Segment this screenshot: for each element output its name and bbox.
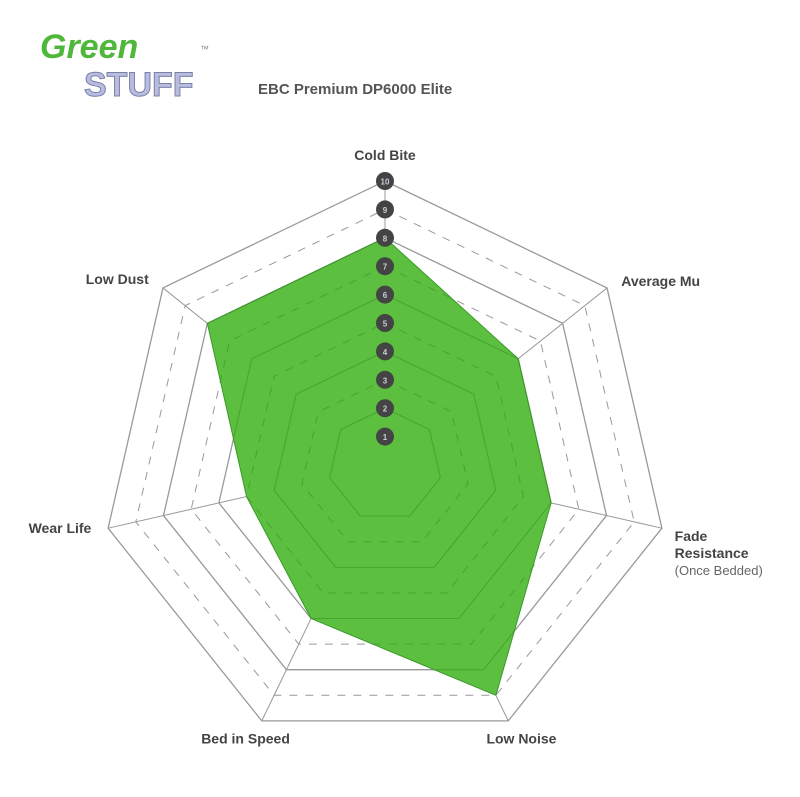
grid-ring-8 — [162, 237, 608, 671]
axis-sublabel: (Once Bedded) — [675, 563, 763, 578]
axis-label-cold-bite: Cold Bite — [354, 147, 416, 163]
tick-badge — [376, 172, 394, 190]
tick-badge — [376, 370, 394, 389]
tick-badge — [376, 285, 394, 304]
tick-badge — [376, 399, 394, 418]
tick-label: 1 — [383, 433, 388, 442]
tick-label: 6 — [383, 291, 388, 300]
axis-label-low-noise: Low Noise — [486, 730, 556, 746]
axis-label-fade-resistance: Fade — [675, 528, 708, 544]
axis-label-average-mu: Average Mu — [621, 273, 700, 289]
axis-label-bed-in-speed: Bed in Speed — [201, 730, 290, 746]
tick-badge — [376, 427, 394, 446]
axis-label-fade-resistance: Resistance — [675, 545, 749, 561]
tick-label: 10 — [381, 178, 390, 187]
tick-label: 9 — [383, 206, 388, 215]
tick-badge — [376, 200, 394, 219]
axis-label-wear-life: Wear Life — [29, 520, 92, 536]
logo-line2: STUFF — [84, 66, 194, 104]
inner-grid-ring — [329, 407, 441, 517]
tick-label: 3 — [383, 376, 388, 385]
axis-label-low-dust: Low Dust — [86, 271, 149, 287]
inner-grid-ring — [273, 350, 497, 568]
tick-label: 7 — [383, 263, 388, 272]
tick-label: 5 — [383, 320, 388, 329]
inner-grid-ring — [301, 379, 469, 543]
logo-line1: Green — [40, 28, 138, 66]
logo-tm: ™ — [200, 44, 209, 54]
grid-ring-10 — [107, 180, 663, 722]
tick-badge — [376, 342, 394, 361]
grid-ring-9 — [135, 208, 635, 696]
tick-badge — [376, 314, 394, 332]
tick-label: 4 — [383, 348, 388, 357]
data-polygon — [206, 237, 552, 696]
chart-title: EBC Premium DP6000 Elite — [258, 81, 452, 98]
tick-label: 2 — [383, 405, 388, 414]
logo: Green STUFF ™ — [40, 28, 209, 105]
tick-badge — [376, 257, 394, 276]
tick-badge — [376, 228, 394, 247]
tick-label: 8 — [383, 234, 388, 243]
